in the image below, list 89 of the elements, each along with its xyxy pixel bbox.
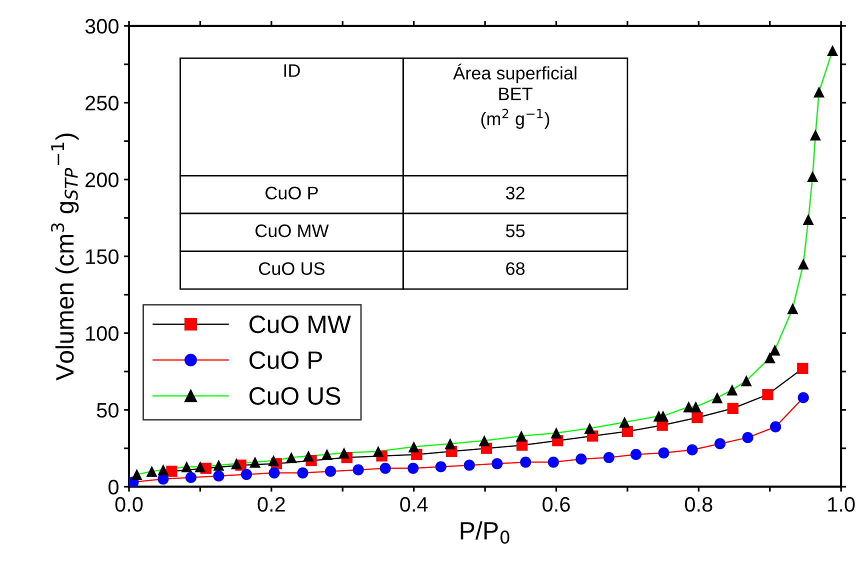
- point: [213, 470, 224, 482]
- legend-label: CuO US: [250, 387, 340, 405]
- point: [548, 456, 559, 468]
- point: [807, 170, 818, 182]
- y-tick-label: 50: [96, 402, 118, 418]
- point: [516, 430, 527, 442]
- point: [770, 421, 782, 432]
- point: [658, 410, 669, 422]
- y-tick-label: 150: [86, 249, 118, 264]
- x-tick-label: 0.8: [685, 496, 712, 512]
- y-tick-label: 250: [86, 96, 118, 110]
- annotation: CuO P: [266, 186, 318, 200]
- point: [146, 466, 158, 477]
- point: [131, 468, 142, 480]
- x-tick-label: 1.0: [828, 496, 855, 512]
- point: [550, 427, 562, 439]
- point: [302, 450, 314, 462]
- point: [826, 44, 838, 56]
- point: [658, 447, 670, 458]
- point: [324, 466, 336, 477]
- point: [769, 344, 780, 356]
- point: [166, 466, 178, 477]
- annotation: CuO MW: [256, 224, 329, 238]
- point: [268, 455, 280, 466]
- annotation: 32: [506, 186, 524, 200]
- point: [249, 456, 261, 468]
- x-tick-label: 0.6: [542, 496, 570, 512]
- point: [619, 416, 630, 428]
- point: [194, 461, 206, 472]
- point: [584, 422, 596, 434]
- point: [802, 214, 814, 226]
- point: [240, 468, 252, 480]
- point: [435, 461, 446, 472]
- point: [268, 467, 280, 478]
- point: [464, 460, 475, 471]
- point: [797, 362, 808, 374]
- point: [813, 86, 825, 98]
- annotation: ID: [284, 64, 300, 77]
- point: [286, 452, 297, 464]
- point: [520, 456, 532, 468]
- point: [338, 447, 350, 458]
- point: [764, 352, 776, 364]
- point: [181, 461, 192, 472]
- x-tick-label: 0.2: [258, 496, 285, 512]
- point: [630, 448, 642, 460]
- y-tick-label: 100: [86, 326, 118, 341]
- x-tick-label: 0.4: [400, 496, 428, 512]
- point: [787, 302, 798, 314]
- point: [740, 375, 752, 386]
- point: [372, 446, 384, 457]
- annotation: 55: [506, 224, 525, 238]
- point: [408, 441, 420, 452]
- point: [712, 392, 723, 404]
- point: [798, 392, 809, 404]
- annotation: Área superficial BET (m$^{2}$ g$^{−1}$): [453, 64, 576, 129]
- point: [297, 467, 308, 478]
- point: [726, 384, 738, 396]
- point: [158, 464, 169, 476]
- point: [603, 452, 614, 464]
- point: [230, 458, 242, 470]
- point: [576, 454, 587, 465]
- annotation: CuO US: [259, 262, 324, 275]
- y-tick-label: 300: [85, 18, 118, 34]
- legend-label: CuO P: [250, 351, 322, 370]
- point: [352, 464, 364, 476]
- point: [321, 448, 333, 460]
- y-tick-label: 0: [108, 480, 118, 494]
- point: [727, 402, 738, 414]
- annotation: 68: [506, 262, 525, 275]
- point: [810, 129, 821, 141]
- point: [690, 401, 702, 412]
- point: [444, 438, 456, 450]
- point: [492, 458, 503, 470]
- y-tick-label: 200: [86, 172, 118, 188]
- x-axis-title: P/P$_{0}$: [460, 521, 510, 544]
- point: [213, 460, 224, 471]
- x-tick-label: 0.0: [115, 496, 143, 512]
- point: [714, 438, 726, 450]
- point: [742, 432, 754, 444]
- point: [798, 258, 809, 270]
- y-axis-title: Volumen (cm$^{3}$ g$_{STP}$$^{−1}$): [50, 134, 79, 380]
- point: [185, 472, 197, 484]
- point: [762, 389, 774, 400]
- point: [686, 444, 698, 456]
- point: [408, 462, 419, 474]
- point: [380, 462, 391, 474]
- point: [478, 435, 490, 446]
- point: [692, 412, 703, 424]
- legend-label: CuO MW: [250, 316, 351, 334]
